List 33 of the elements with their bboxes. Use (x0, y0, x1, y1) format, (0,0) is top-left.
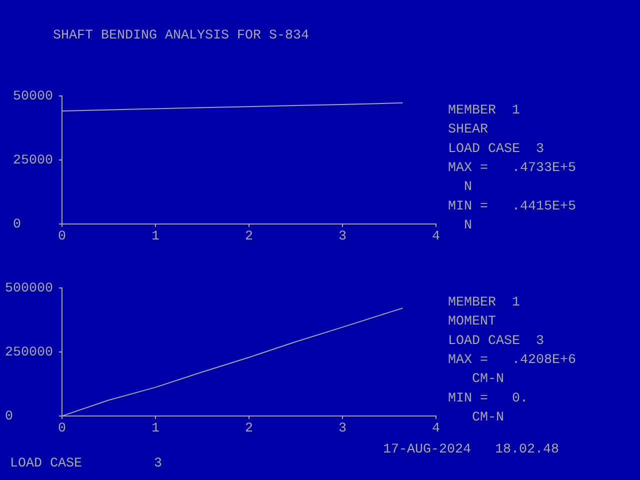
x-tick-label: 2 (245, 422, 253, 437)
text: MIN = .4415E+5 (448, 199, 576, 214)
text: MOMENT (448, 314, 496, 330)
y-tick-label: 250000 (5, 346, 53, 361)
text: N (448, 218, 472, 234)
x-tick-label: 0 (58, 422, 66, 437)
text: CM-N (448, 410, 504, 426)
text: MAX = .4208E+6 (448, 353, 576, 368)
x-tick-label: 3 (338, 422, 346, 437)
y-tick-label: 0 (13, 218, 21, 233)
y-tick-label: 500000 (5, 282, 53, 297)
text: CM-N (448, 372, 504, 388)
text: SHEAR (448, 122, 488, 138)
text: MEMBER 1 (448, 296, 520, 311)
x-tick-label: 4 (432, 422, 440, 437)
x-tick-label: 1 (152, 230, 160, 245)
x-tick-label: 1 (152, 422, 160, 437)
y-tick-label: 0 (5, 410, 13, 425)
text: N (448, 180, 472, 196)
x-tick-label: 4 (432, 230, 440, 245)
text: LOAD CASE 3 (10, 456, 162, 472)
x-tick-label: 0 (58, 230, 66, 245)
text: LOAD CASE 3 (448, 334, 544, 349)
text: MAX = .4733E+5 (448, 161, 576, 176)
text: MIN = 0. (448, 391, 528, 406)
x-tick-label: 3 (338, 230, 346, 245)
y-tick-label: 25000 (13, 154, 53, 169)
text: LOAD CASE 3 (448, 142, 544, 157)
chart-title: SHAFT BENDING ANALYSIS FOR S-834 (53, 28, 309, 44)
x-tick-label: 2 (245, 230, 253, 245)
text: 17-AUG-2024 18.02.48 (383, 442, 559, 458)
text: MEMBER 1 (448, 104, 520, 119)
y-tick-label: 50000 (13, 90, 53, 105)
